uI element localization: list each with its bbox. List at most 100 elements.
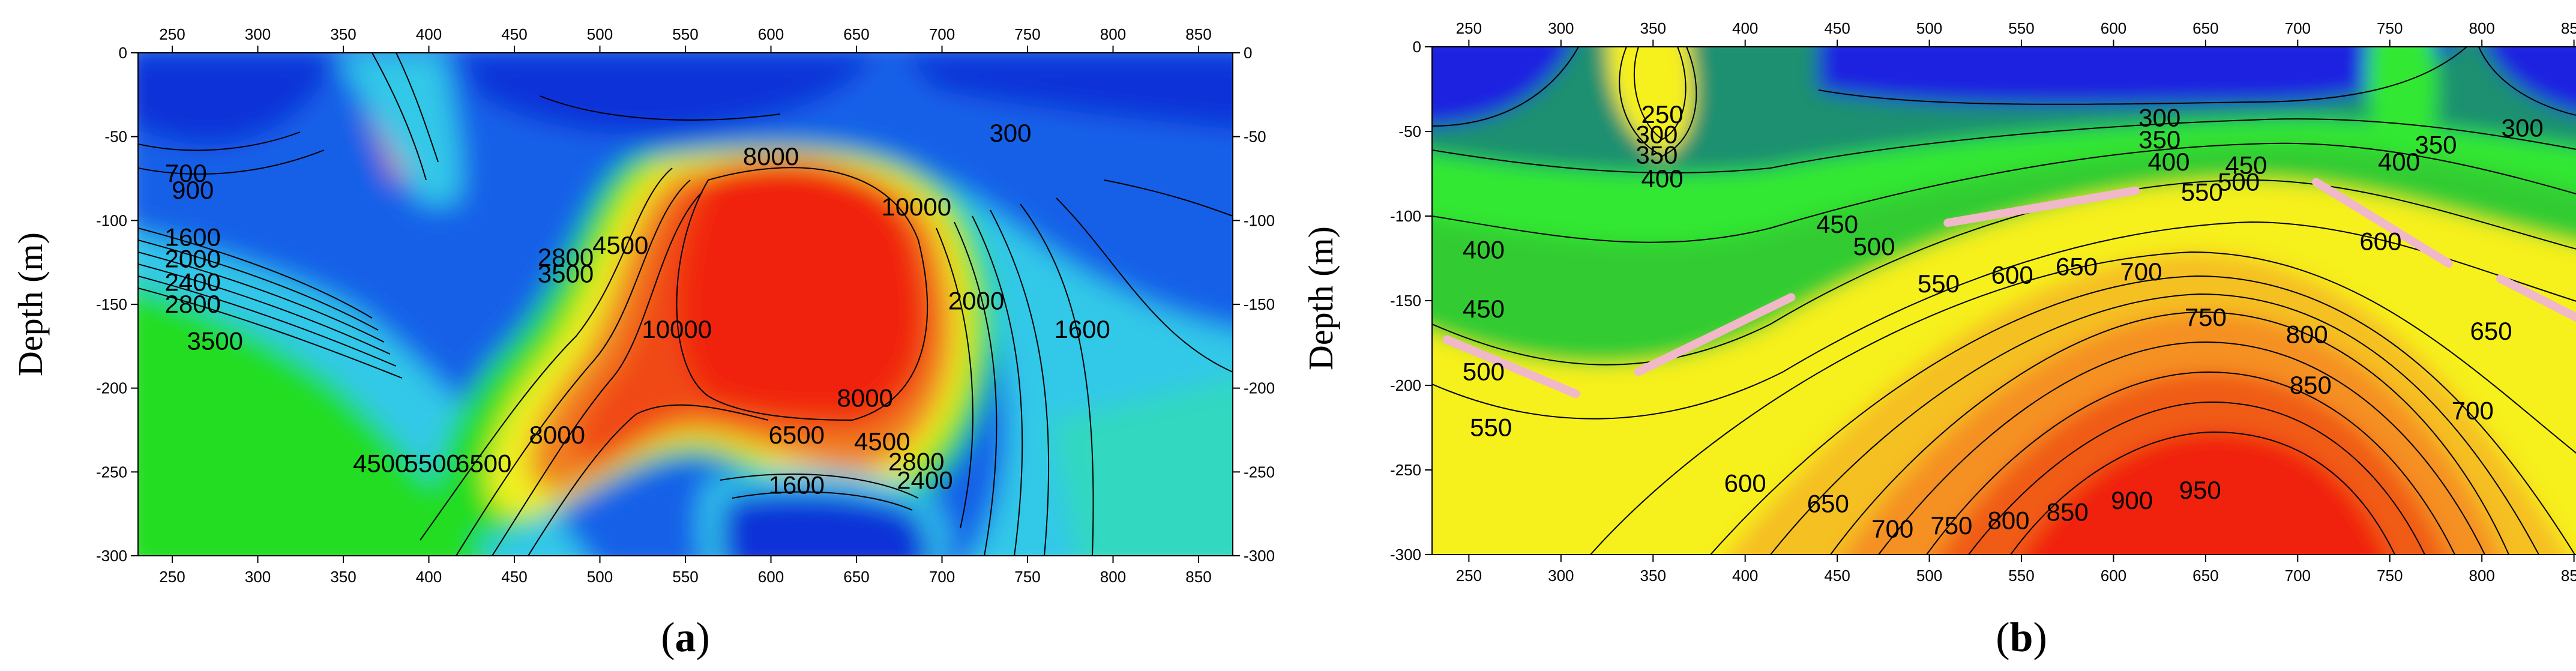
x-tick-label-top: 800 bbox=[2469, 19, 2494, 37]
contour-label: 1600 bbox=[164, 223, 220, 251]
chart-a-contour-lines bbox=[138, 53, 1233, 556]
contour-label: 550 bbox=[2181, 178, 2223, 206]
chart-a-plot-area: 3007009001600200024002800350028003500450… bbox=[138, 53, 1233, 556]
contour-label: 700 bbox=[1871, 515, 1913, 543]
contour-label: 3500 bbox=[538, 260, 594, 288]
x-tick-label-top: 300 bbox=[245, 25, 271, 43]
contour-label: 8000 bbox=[529, 421, 585, 449]
x-tick-label-bottom: 750 bbox=[2377, 567, 2403, 585]
contour-label: 300 bbox=[989, 119, 1031, 147]
contour-label: 4500 bbox=[854, 427, 910, 456]
chart-b-color-field bbox=[1432, 47, 2576, 555]
contour-label: 2800 bbox=[164, 290, 220, 318]
contour-label: 500 bbox=[1853, 232, 1895, 260]
y-tick-label-left: -200 bbox=[1390, 376, 1421, 394]
x-tick-label-top: 550 bbox=[2008, 19, 2034, 37]
contour-label: 700 bbox=[2120, 257, 2162, 286]
contour-label: 700 bbox=[2452, 396, 2494, 424]
x-tick-label-top: 250 bbox=[159, 25, 185, 43]
marker-segment bbox=[1442, 335, 1580, 399]
x-tick-label-top: 650 bbox=[2192, 19, 2218, 37]
y-tick-label-left: 0 bbox=[119, 44, 127, 62]
x-tick-label-bottom: 750 bbox=[1014, 568, 1040, 586]
contour-label: 500 bbox=[2218, 168, 2260, 196]
contour-label: 600 bbox=[1991, 261, 2033, 289]
x-tick-label-bottom: 800 bbox=[2469, 567, 2494, 585]
x-tick-label-bottom: 800 bbox=[1100, 568, 1126, 586]
contour-label: 550 bbox=[1470, 414, 1512, 442]
contour-label: 300 bbox=[2138, 103, 2180, 131]
y-tick-label-left: -50 bbox=[104, 128, 127, 146]
marker-segment bbox=[1943, 186, 2140, 227]
y-tick-label-left: -150 bbox=[96, 295, 127, 313]
x-tick-label-top: 400 bbox=[1732, 19, 1758, 37]
contour-label: 750 bbox=[2185, 303, 2227, 331]
y-tick-label-left: -50 bbox=[1398, 122, 1421, 140]
x-tick-label-top: 600 bbox=[2101, 19, 2126, 37]
y-tick-label-left: -250 bbox=[96, 463, 127, 481]
x-tick-label-top: 750 bbox=[1014, 25, 1040, 43]
x-tick-label-bottom: 500 bbox=[587, 568, 613, 586]
contour-label: 650 bbox=[1807, 489, 1849, 517]
y-tick-label-left: -200 bbox=[96, 379, 127, 397]
y-tick-label-right: -250 bbox=[1244, 463, 1275, 481]
y-tick-label-left: -300 bbox=[96, 547, 127, 565]
x-tick-label-bottom: 400 bbox=[1732, 567, 1758, 585]
contour-label: 3500 bbox=[187, 326, 243, 355]
y-tick-label-left: -100 bbox=[96, 211, 127, 229]
contour-label: 600 bbox=[2359, 227, 2401, 255]
y-tick-label-right: -50 bbox=[1244, 128, 1266, 146]
x-tick-label-bottom: 500 bbox=[1916, 567, 1942, 585]
contour-label: 650 bbox=[2470, 317, 2512, 345]
panel-a: 300 700 900 1600 2000 2400 2800 3500 2800 3500 450… bbox=[11, 25, 1275, 661]
contour-label: 750 bbox=[1930, 511, 1972, 540]
y-tick-label-left: -300 bbox=[1390, 546, 1421, 564]
x-tick-label-bottom: 600 bbox=[2101, 567, 2126, 585]
x-tick-label-top: 700 bbox=[2285, 19, 2311, 37]
contour-label: 700 bbox=[165, 159, 207, 187]
contour-label: 1600 bbox=[769, 471, 825, 499]
contour-label: 650 bbox=[2056, 253, 2098, 281]
x-tick-label-bottom: 850 bbox=[2561, 567, 2576, 585]
y-tick-label-right: 0 bbox=[1244, 44, 1252, 62]
resistivity-contour-chart-a: 3007009001600200024002800350028003500450… bbox=[11, 25, 1275, 661]
y-tick-label-left: -100 bbox=[1390, 207, 1421, 225]
contour-label: 900 bbox=[2111, 486, 2153, 514]
x-tick-label-bottom: 350 bbox=[1640, 567, 1666, 585]
contour-label: 8000 bbox=[837, 384, 893, 412]
contour-label: 8000 bbox=[743, 142, 799, 170]
x-tick-label-top: 850 bbox=[2561, 19, 2576, 37]
y-tick-label-right: -150 bbox=[1244, 295, 1275, 313]
contour-label: 350 bbox=[2138, 125, 2180, 154]
contour-label: 850 bbox=[2290, 371, 2332, 399]
contour-label: 850 bbox=[2047, 498, 2089, 526]
chart-b-y-axis-label: Depth (m) bbox=[1301, 226, 1340, 370]
contour-label: 400 bbox=[1463, 235, 1505, 263]
x-tick-label-bottom: 450 bbox=[1824, 567, 1850, 585]
contour-label: 900 bbox=[172, 176, 214, 204]
marker-segment bbox=[2496, 274, 2576, 322]
contour-label: 2800 bbox=[538, 243, 594, 271]
contour-label: 400 bbox=[2147, 148, 2189, 176]
y-tick-label-left: 0 bbox=[1413, 38, 1421, 56]
x-tick-label-top: 800 bbox=[1100, 25, 1126, 43]
y-tick-label-left: -150 bbox=[1390, 292, 1421, 310]
contour-label: 1600 bbox=[1054, 315, 1110, 343]
contour-label: 2400 bbox=[164, 268, 220, 296]
contour-label: 350 bbox=[1636, 140, 1678, 169]
marker-segment bbox=[2312, 178, 2453, 268]
x-tick-label-bottom: 650 bbox=[2192, 567, 2218, 585]
marker-segment bbox=[1634, 293, 1796, 376]
x-tick-label-top: 500 bbox=[1916, 19, 1942, 37]
y-tick-label-right: -100 bbox=[1244, 211, 1275, 229]
x-tick-label-bottom: 700 bbox=[929, 568, 955, 586]
contour-label: 2400 bbox=[897, 466, 952, 494]
x-tick-label-top: 850 bbox=[1185, 25, 1211, 43]
x-tick-label-bottom: 550 bbox=[2008, 567, 2034, 585]
contour-label: 6500 bbox=[456, 449, 511, 477]
x-tick-label-top: 450 bbox=[501, 25, 527, 43]
x-tick-label-top: 400 bbox=[416, 25, 442, 43]
x-tick-label-bottom: 250 bbox=[159, 568, 185, 586]
